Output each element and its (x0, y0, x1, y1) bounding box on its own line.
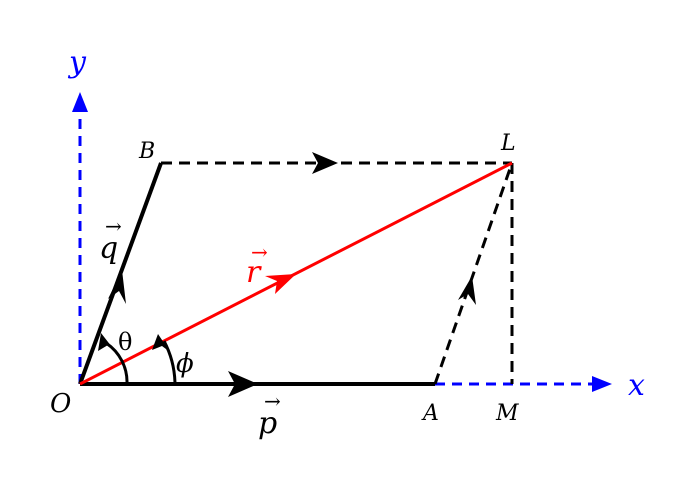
vector-q-arrowhead (108, 270, 126, 304)
vector-r-line (79, 161, 513, 386)
segment-BL-arrowhead (312, 152, 338, 174)
angle-phi-arc (162, 340, 177, 385)
vector-p-arrowhead (228, 371, 258, 397)
vector-q-label-arrow: → (105, 214, 122, 238)
segment-AL-dashed (433, 162, 514, 385)
segment-AL-arrowhead (458, 276, 476, 305)
point-B-label: B (138, 139, 155, 164)
angle-phi-arrowhead (152, 334, 170, 352)
x-axis-label: x (628, 368, 645, 403)
x-axis-arrowhead (592, 376, 612, 392)
vector-p-label-arrow: → (264, 389, 281, 413)
angle-theta-label: θ (118, 328, 132, 356)
vector-p-label: p (258, 406, 277, 441)
y-axis-label: y (67, 45, 87, 80)
point-L-label: L (500, 131, 516, 156)
vector-r-label: r (246, 255, 262, 290)
point-M-label: M (495, 401, 519, 426)
point-A-label: A (421, 401, 439, 426)
vector-r-arrowhead (265, 274, 296, 294)
point-O-label: O (50, 389, 71, 419)
angle-phi-label: ϕ (176, 349, 194, 379)
vector-q-label: q (99, 231, 118, 266)
y-axis-arrowhead (72, 92, 88, 112)
angle-theta-arrowhead (98, 333, 115, 351)
vector-r-label-arrow: → (251, 240, 268, 264)
